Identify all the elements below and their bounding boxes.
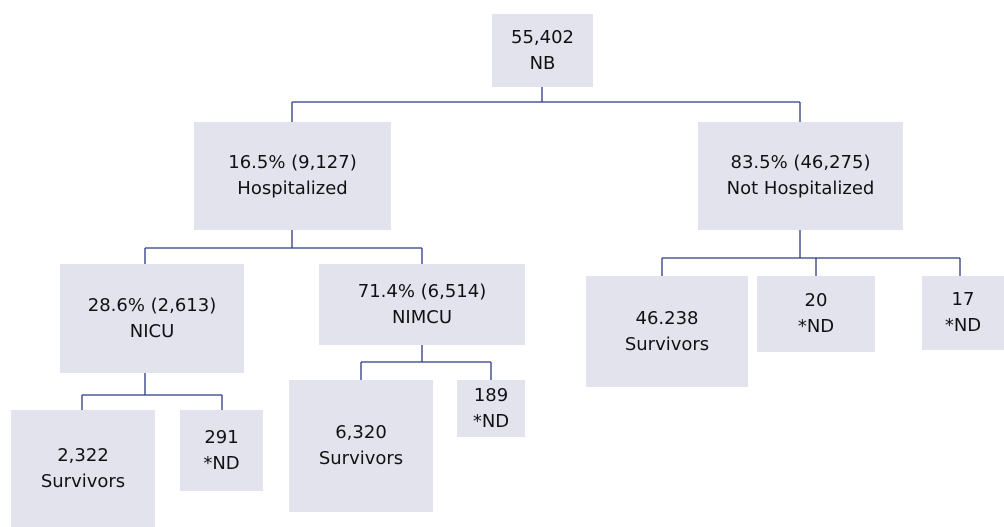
node-label: 16.5% (9,127) (228, 152, 357, 173)
node: 2,322 Survivors (11, 410, 155, 527)
node-label: 6,320 (335, 422, 387, 443)
node-label: 291 (204, 426, 239, 448)
node-label: *ND (472, 410, 510, 432)
connector (360, 345, 492, 380)
node: 55,402 NB (492, 14, 593, 87)
node-label: 189 (473, 384, 509, 406)
node: 17 *ND (922, 276, 1004, 350)
node-label: *ND (944, 315, 982, 336)
node-label: Not Hospitalized (726, 178, 875, 199)
node-label: 55,402 (511, 26, 574, 48)
connector (661, 230, 961, 276)
connector (144, 230, 423, 264)
node-label: 28.6% (2,613) (87, 294, 217, 316)
node-label: 71.4% (6,514) (357, 280, 487, 302)
node: 71.4% (6,514) NIMCU (319, 264, 525, 345)
node-label: NB (529, 52, 556, 74)
node: 28.6% (2,613) NICU (60, 264, 244, 373)
node-label: 46.238 (635, 307, 699, 329)
connector (291, 87, 801, 122)
node-label: Hospitalized (237, 178, 348, 199)
node: 46.238 Survivors (586, 276, 748, 387)
node: 189 *ND (457, 380, 525, 437)
node-label: 17 (951, 289, 975, 310)
node-label: 20 (804, 290, 828, 311)
node: 6,320 Survivors (289, 380, 433, 512)
node: 20 *ND (757, 276, 875, 352)
node: 291 *ND (180, 410, 263, 491)
node-label: Survivors (318, 448, 404, 469)
node-label: 83.5% (46,275) (730, 152, 871, 173)
node: 16.5% (9,127) Hospitalized (194, 122, 391, 230)
node-label: NICU (129, 320, 175, 342)
node-label: Survivors (40, 470, 126, 492)
node: 83.5% (46,275) Not Hospitalized (698, 122, 903, 230)
node-label: *ND (203, 452, 240, 474)
node-label: 2,322 (57, 444, 109, 466)
node-label: NIMCU (391, 306, 453, 328)
node-label: Survivors (624, 333, 710, 355)
node-label: *ND (797, 316, 835, 337)
connector (81, 373, 223, 410)
